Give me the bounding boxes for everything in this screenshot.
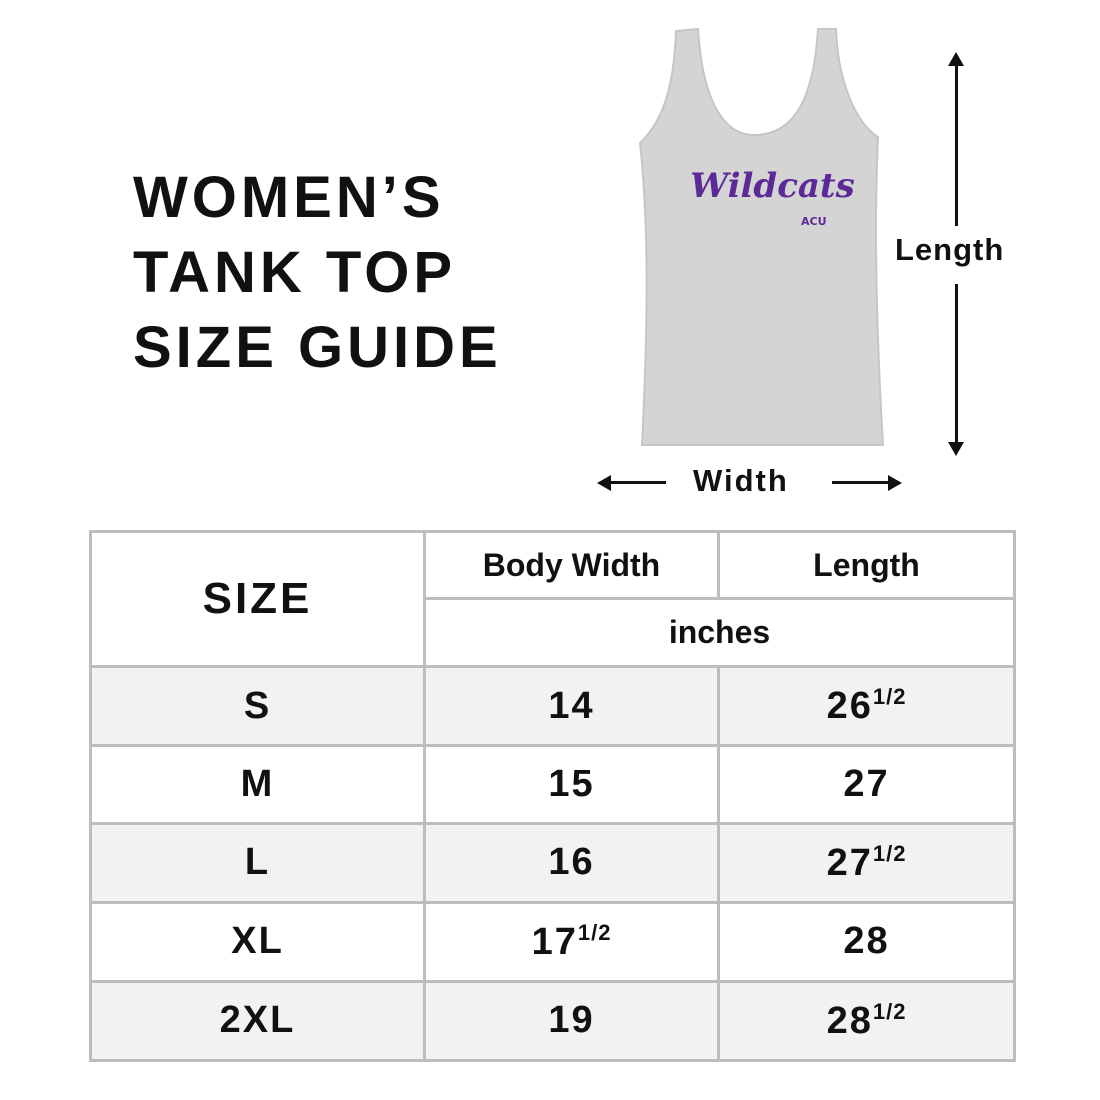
width-arrow (832, 481, 892, 484)
arrow-left-icon (597, 475, 611, 491)
table-row: XL 171/2 28 (89, 900, 1016, 983)
size-table: SIZE Body Width Length inches S 14 261/2… (89, 530, 1016, 1063)
arrow-up-icon (948, 52, 964, 66)
width-cell: 16 (423, 821, 720, 904)
size-cell: M (89, 744, 426, 825)
width-value: 16 (548, 841, 595, 884)
length-cell: 281/2 (717, 979, 1016, 1063)
page-title: WOMEN’S TANK TOP SIZE GUIDE (133, 160, 502, 385)
length-fraction: 1/2 (872, 998, 907, 1024)
wildcats-print: Wildcats (690, 166, 855, 206)
unit-header: inches (423, 597, 1016, 668)
table-row: M 15 27 (89, 744, 1016, 825)
length-value: 27 (843, 762, 890, 805)
length-arrow (955, 284, 958, 444)
table-row: S 14 261/2 (89, 664, 1016, 748)
size-cell: 2XL (89, 979, 426, 1063)
size-header: SIZE (89, 530, 426, 668)
title-line: TANK TOP (133, 240, 457, 305)
length-cell: 28 (717, 900, 1016, 983)
length-cell: 261/2 (717, 664, 1016, 748)
title-line: WOMEN’S (133, 165, 445, 230)
length-cell: 271/2 (717, 821, 1016, 904)
width-value: 19 (548, 999, 595, 1042)
width-cell: 14 (423, 664, 720, 748)
size-cell: S (89, 664, 426, 748)
length-label: Length (895, 232, 1005, 267)
tank-top-image: Wildcats ACU (638, 27, 885, 446)
body-width-header: Body Width (423, 530, 720, 600)
arrow-right-icon (888, 475, 902, 491)
length-value: 27 (826, 841, 873, 884)
length-header: Length (717, 530, 1016, 600)
length-value: 28 (843, 920, 890, 963)
length-value: 26 (826, 685, 873, 728)
length-arrow (955, 58, 958, 226)
width-cell: 15 (423, 744, 720, 825)
size-cell: L (89, 821, 426, 904)
arrow-down-icon (948, 442, 964, 456)
width-fraction: 1/2 (577, 919, 612, 945)
length-cell: 27 (717, 744, 1016, 825)
width-arrow (606, 481, 666, 484)
table-row: 2XL 19 281/2 (89, 979, 1016, 1063)
size-cell: XL (89, 900, 426, 983)
title-line: SIZE GUIDE (133, 315, 502, 380)
width-value: 17 (531, 920, 578, 963)
width-cell: 19 (423, 979, 720, 1063)
table-row: L 16 271/2 (89, 821, 1016, 904)
length-value: 28 (826, 999, 873, 1042)
length-fraction: 1/2 (872, 684, 907, 710)
width-cell: 171/2 (423, 900, 720, 983)
width-label: Width (693, 463, 789, 498)
length-fraction: 1/2 (872, 840, 907, 866)
width-value: 14 (548, 684, 595, 727)
acu-logo: ACU (801, 215, 827, 228)
width-value: 15 (548, 762, 595, 805)
